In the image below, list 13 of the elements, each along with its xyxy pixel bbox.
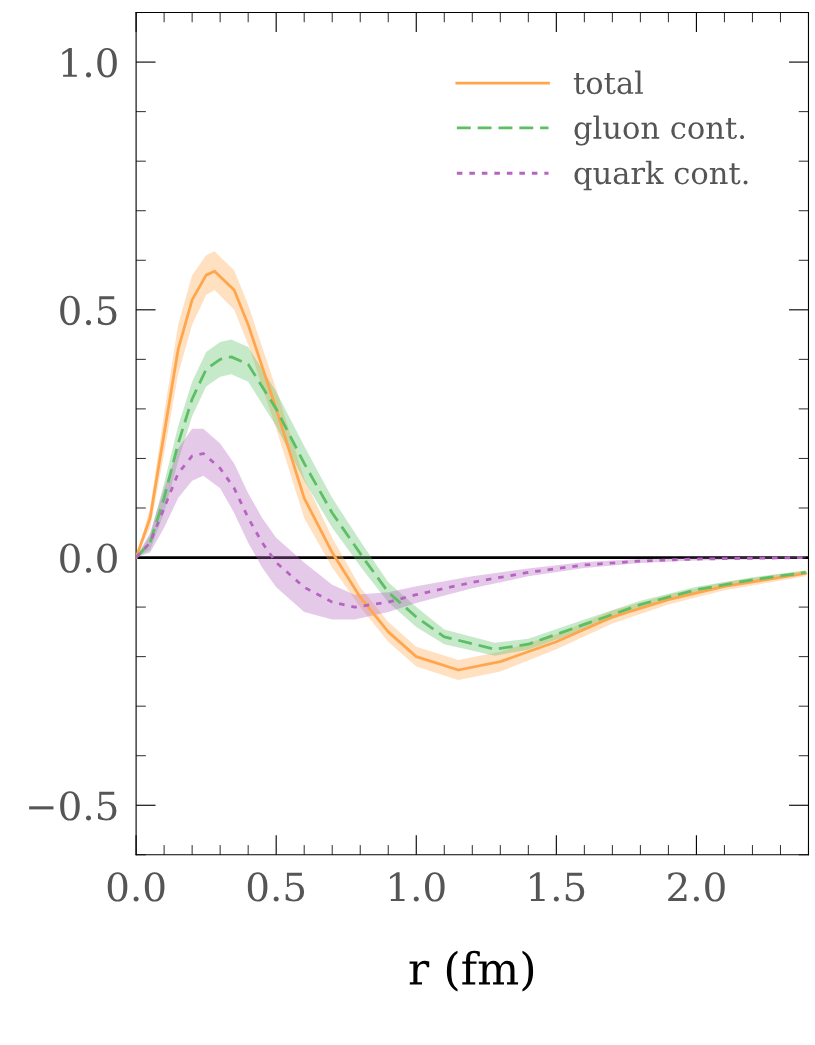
- y-tick-label: 1.0: [62, 48, 117, 78]
- y-tick-label: 0.0: [60, 543, 117, 573]
- legend-label: total: [573, 70, 643, 95]
- x-tick-label: 2.0: [668, 872, 725, 902]
- y-tick-label: 0.5: [60, 295, 117, 326]
- x-tick-label: 1.5: [530, 872, 585, 902]
- y-tick-label: −0.5: [29, 791, 117, 821]
- x-tick-label: 0.0: [107, 872, 165, 902]
- x-tick-label: 0.5: [247, 872, 305, 902]
- x-tick-label: 1.0: [390, 872, 445, 902]
- legend-label: gluon cont.: [574, 115, 745, 146]
- x-axis-title: r (fm): [409, 950, 534, 992]
- legend-label: quark cont.: [574, 160, 748, 191]
